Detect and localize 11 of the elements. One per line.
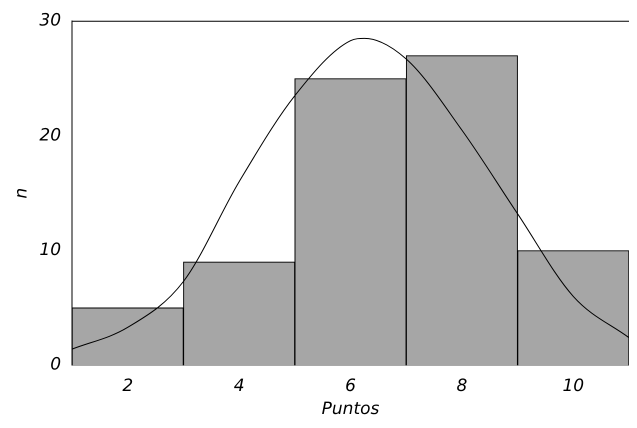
x-tick-label: 4 (234, 376, 245, 396)
y-tick-label: 30 (39, 10, 62, 31)
x-tick-label: 2 (122, 376, 134, 396)
y-axis-title: n (12, 188, 32, 199)
x-tick-label: 10 (562, 376, 584, 396)
y-tick-label: 10 (39, 240, 62, 260)
x-tick-label: 6 (345, 376, 356, 396)
x-axis-title: Puntos (322, 399, 380, 420)
y-tick-label: 0 (50, 354, 62, 375)
y-tick-label: 20 (39, 125, 62, 146)
x-tick-label: 8 (456, 376, 468, 396)
